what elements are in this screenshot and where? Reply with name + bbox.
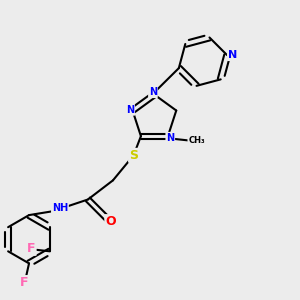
Text: N: N (149, 87, 157, 97)
Text: F: F (27, 242, 36, 255)
Text: CH₃: CH₃ (188, 136, 205, 145)
Text: F: F (20, 276, 29, 289)
Text: N: N (228, 50, 237, 60)
Text: N: N (126, 105, 134, 115)
Text: N: N (166, 133, 174, 143)
Text: NH: NH (52, 203, 68, 213)
Text: S: S (129, 149, 138, 162)
Text: O: O (105, 215, 116, 228)
